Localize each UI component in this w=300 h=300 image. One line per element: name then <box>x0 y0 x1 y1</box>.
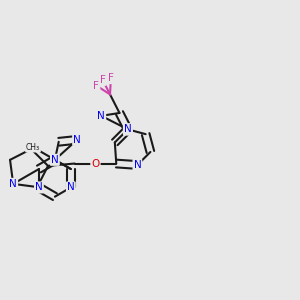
Text: N: N <box>124 124 132 134</box>
Text: O: O <box>91 158 100 169</box>
Text: N: N <box>9 179 17 189</box>
Text: N: N <box>51 155 59 165</box>
Text: N: N <box>124 124 132 134</box>
Text: F: F <box>108 73 114 83</box>
Text: N: N <box>98 111 105 121</box>
Text: F: F <box>100 75 106 85</box>
Text: CH₃: CH₃ <box>26 143 40 152</box>
Text: N: N <box>134 160 141 170</box>
Text: F: F <box>93 80 99 91</box>
Text: N: N <box>67 182 75 193</box>
Text: N: N <box>35 182 43 193</box>
Text: N: N <box>73 135 81 145</box>
